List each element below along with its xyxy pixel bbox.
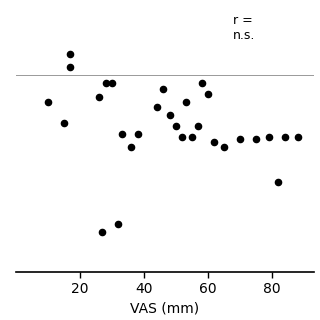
Point: [154, 105, 159, 110]
Point: [199, 81, 204, 86]
Point: [196, 123, 201, 128]
Point: [129, 145, 134, 150]
Text: r =
n.s.: r = n.s.: [233, 14, 256, 42]
Point: [135, 131, 140, 136]
Point: [212, 139, 217, 144]
Point: [100, 230, 105, 235]
Point: [253, 137, 259, 142]
Point: [167, 113, 172, 118]
Point: [161, 86, 166, 91]
Point: [103, 81, 108, 86]
Point: [109, 81, 115, 86]
Point: [205, 92, 211, 97]
Point: [61, 121, 67, 126]
X-axis label: VAS (mm): VAS (mm): [130, 302, 199, 316]
Point: [276, 179, 281, 184]
Point: [97, 94, 102, 99]
Point: [282, 134, 287, 139]
Point: [180, 134, 185, 139]
Point: [295, 134, 300, 139]
Point: [189, 134, 195, 139]
Point: [173, 123, 179, 128]
Point: [221, 145, 227, 150]
Point: [68, 52, 73, 57]
Point: [45, 100, 51, 105]
Point: [237, 137, 243, 142]
Point: [266, 134, 271, 139]
Point: [183, 100, 188, 105]
Point: [119, 131, 124, 136]
Point: [68, 65, 73, 70]
Point: [116, 222, 121, 227]
